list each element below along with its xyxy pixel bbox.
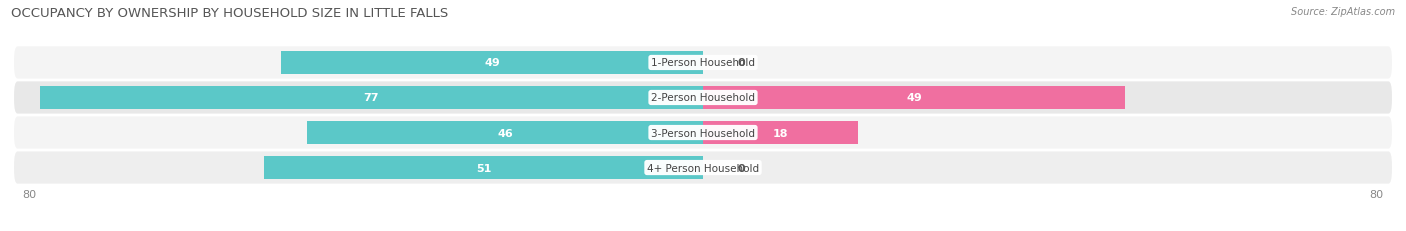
Text: 49: 49: [484, 58, 501, 68]
Text: 77: 77: [364, 93, 380, 103]
FancyBboxPatch shape: [14, 47, 1392, 79]
Text: 49: 49: [905, 93, 922, 103]
Text: OCCUPANCY BY OWNERSHIP BY HOUSEHOLD SIZE IN LITTLE FALLS: OCCUPANCY BY OWNERSHIP BY HOUSEHOLD SIZE…: [11, 7, 449, 20]
Text: 1-Person Household: 1-Person Household: [651, 58, 755, 68]
Bar: [264, 156, 703, 180]
Text: 3-Person Household: 3-Person Household: [651, 128, 755, 138]
Bar: [703, 86, 1125, 110]
Text: 80: 80: [1369, 189, 1384, 199]
FancyBboxPatch shape: [14, 82, 1392, 114]
Text: 80: 80: [22, 189, 37, 199]
FancyBboxPatch shape: [14, 117, 1392, 149]
Bar: [307, 121, 703, 145]
Text: 4+ Person Household: 4+ Person Household: [647, 163, 759, 173]
Bar: [281, 51, 703, 75]
Text: 0: 0: [738, 58, 745, 68]
FancyBboxPatch shape: [14, 152, 1392, 184]
Text: 18: 18: [773, 128, 789, 138]
Bar: [39, 86, 703, 110]
Text: 0: 0: [738, 163, 745, 173]
Bar: [703, 121, 858, 145]
Text: 51: 51: [475, 163, 491, 173]
Text: 2-Person Household: 2-Person Household: [651, 93, 755, 103]
Text: Source: ZipAtlas.com: Source: ZipAtlas.com: [1291, 7, 1395, 17]
Text: 46: 46: [498, 128, 513, 138]
